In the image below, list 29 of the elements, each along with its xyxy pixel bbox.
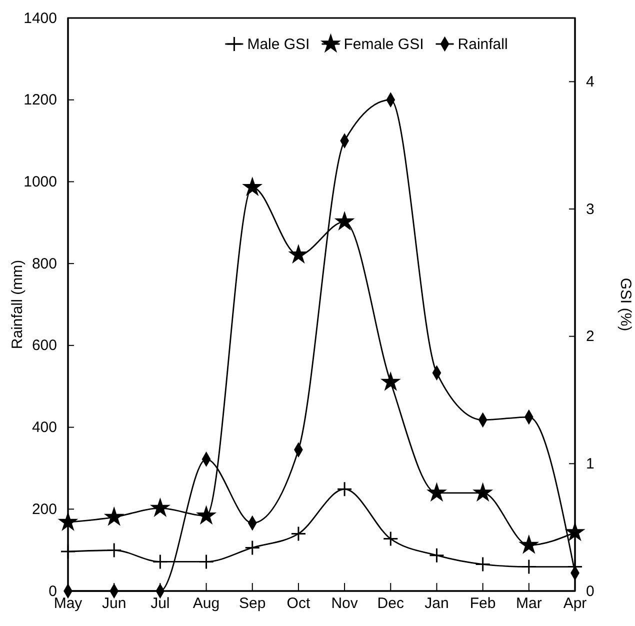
y-tick-label: 200	[32, 500, 57, 518]
x-tick-label: Jun	[102, 595, 126, 612]
x-tick-label: Oct	[286, 595, 311, 612]
x-tick-label: May	[54, 595, 83, 612]
x-tick-label: Sep	[239, 595, 266, 612]
legend-label: Rainfall	[458, 36, 508, 53]
y-tick-label: 400	[32, 419, 57, 436]
x-tick-label: Apr	[563, 595, 587, 612]
y2-axis-title: GSI (%)	[617, 278, 634, 332]
y2-tick-label: 4	[586, 73, 594, 90]
x-tick-label: Mar	[516, 595, 542, 612]
legend-label: Male GSI	[247, 36, 310, 53]
x-tick-label: Jan	[424, 595, 449, 612]
y2-tick-label: 1	[586, 455, 594, 472]
y2-tick-label: 3	[586, 200, 594, 218]
y-axis-title: Rainfall (mm)	[9, 260, 26, 350]
y-tick-label: 600	[32, 337, 57, 354]
x-tick-label: Aug	[192, 595, 220, 612]
y2-tick-label: 2	[586, 328, 594, 346]
legend-label: Female GSI	[344, 36, 424, 53]
y-tick-label: 800	[32, 255, 57, 272]
y-tick-label: 1400	[24, 10, 57, 27]
y2-tick-label: 0	[586, 582, 594, 600]
x-tick-label: Jul	[150, 595, 170, 612]
y-tick-label: 1200	[24, 92, 57, 109]
x-tick-label: Feb	[470, 595, 496, 612]
y-tick-label: 1000	[24, 174, 57, 191]
x-tick-label: Dec	[377, 595, 404, 612]
x-tick-label: Nov	[331, 595, 358, 612]
